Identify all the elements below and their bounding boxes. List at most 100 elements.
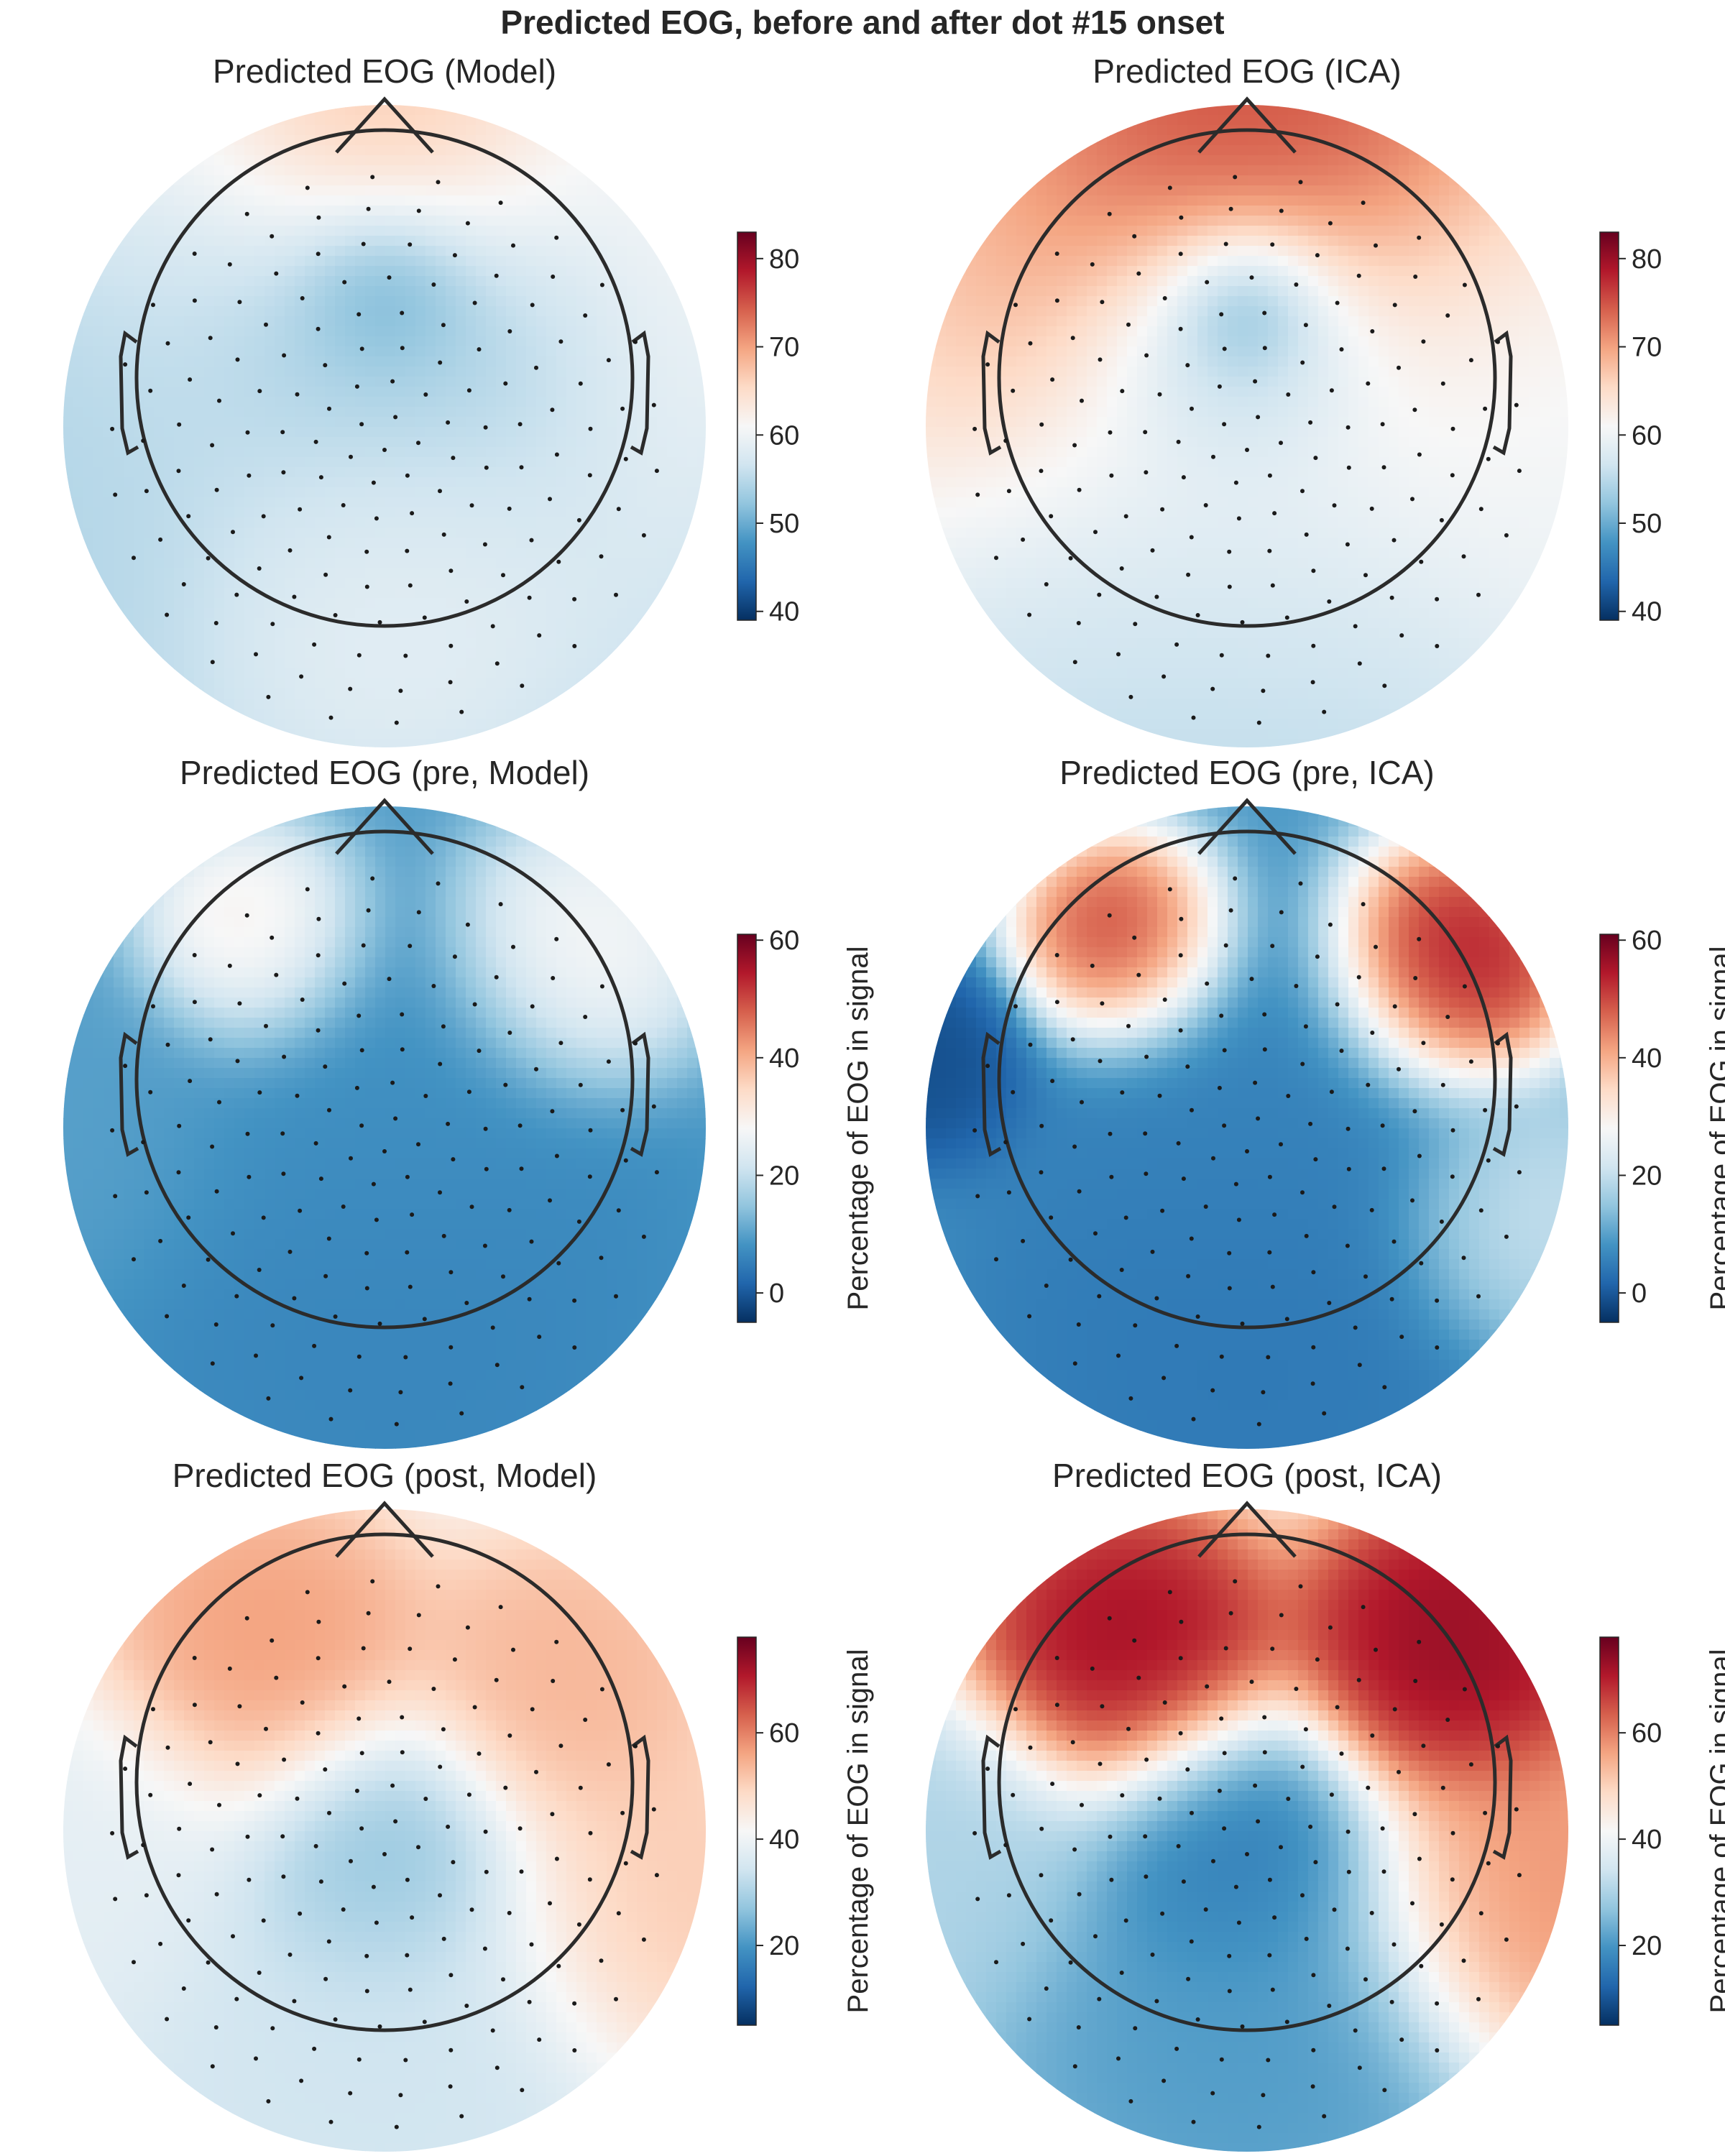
heatmap-cell: [355, 628, 366, 639]
heatmap-cell: [154, 206, 165, 216]
heatmap-cell: [124, 346, 134, 357]
heatmap-cell: [325, 719, 336, 729]
heatmap-cell: [476, 437, 487, 448]
heatmap-cell: [446, 145, 456, 156]
heatmap-cell: [566, 517, 577, 528]
heatmap-cell: [184, 236, 195, 247]
heatmap-cell: [224, 367, 235, 377]
heatmap-cell: [1550, 135, 1560, 146]
heatmap-cell: [355, 206, 366, 216]
topomap-ica: [926, 96, 1568, 747]
heatmap-cell: [516, 538, 527, 548]
heatmap-cell: [627, 256, 638, 267]
heatmap-cell: [687, 407, 698, 418]
heatmap-cell: [104, 216, 114, 226]
heatmap-cell: [285, 246, 295, 257]
heatmap-cell: [1308, 195, 1319, 206]
heatmap-cell: [385, 648, 396, 659]
heatmap-cell: [275, 477, 285, 488]
heatmap-cell: [516, 477, 527, 488]
heatmap-cell: [104, 648, 114, 659]
heatmap-cell: [496, 578, 507, 589]
heatmap-cell: [204, 316, 215, 327]
heatmap-cell: [254, 105, 265, 116]
heatmap-cell: [335, 658, 346, 669]
heatmap-cell: [466, 286, 477, 297]
heatmap-cell: [496, 729, 507, 740]
heatmap-cell: [556, 216, 567, 226]
heatmap-cell: [204, 628, 215, 639]
heatmap-cell: [476, 155, 487, 166]
heatmap-cell: [194, 306, 205, 317]
heatmap-cell: [1067, 115, 1077, 126]
heatmap-cell: [93, 387, 104, 397]
heatmap-cell: [1087, 125, 1098, 136]
heatmap-cell: [657, 709, 668, 719]
heatmap-cell: [124, 125, 134, 136]
heatmap-cell: [345, 417, 356, 428]
heatmap-cell: [426, 487, 436, 498]
heatmap-cell: [576, 678, 587, 689]
heatmap-cell: [1258, 145, 1269, 156]
heatmap-cell: [295, 497, 305, 508]
heatmap-cell: [446, 115, 456, 126]
heatmap-cell: [1389, 115, 1399, 126]
heatmap-cell: [385, 407, 396, 418]
heatmap-cell: [516, 387, 527, 397]
heatmap-cell: [83, 316, 94, 327]
heatmap-cell: [1419, 145, 1430, 156]
heatmap-cell: [697, 427, 706, 438]
heatmap-cell: [1429, 145, 1440, 156]
heatmap-cell: [1228, 135, 1238, 146]
heatmap-cell: [385, 185, 396, 196]
heatmap-cell: [1208, 195, 1218, 206]
heatmap-cell: [506, 105, 517, 116]
heatmap-cell: [647, 246, 658, 257]
heatmap-cell: [586, 487, 597, 498]
heatmap-cell: [486, 185, 497, 196]
heatmap-cell: [1318, 206, 1329, 216]
heatmap-cell: [134, 688, 144, 699]
heatmap-cell: [597, 236, 607, 247]
heatmap-cell: [436, 688, 446, 699]
heatmap-cell: [83, 336, 94, 347]
heatmap-cell: [254, 367, 265, 377]
sensor-dot: [393, 415, 398, 420]
heatmap-cell: [315, 286, 326, 297]
heatmap-cell: [204, 668, 215, 679]
heatmap-cell: [607, 487, 617, 498]
heatmap-cell: [164, 296, 175, 307]
heatmap-cell: [104, 377, 114, 387]
heatmap-cell: [1459, 206, 1470, 216]
heatmap-cell: [395, 477, 406, 488]
heatmap-cell: [1540, 175, 1550, 186]
heatmap-cell: [687, 336, 698, 347]
heatmap-cell: [667, 145, 678, 156]
heatmap-cell: [93, 638, 104, 649]
heatmap-cell: [637, 387, 648, 397]
heatmap-cell: [164, 397, 175, 407]
heatmap-cell: [456, 336, 466, 347]
heatmap-cell: [476, 377, 487, 387]
heatmap-cell: [375, 729, 386, 740]
heatmap-cell: [536, 528, 547, 538]
heatmap-cell: [657, 115, 668, 126]
heatmap-cell: [93, 658, 104, 669]
heatmap-cell: [93, 447, 104, 458]
heatmap-cell: [617, 397, 627, 407]
heatmap-cell: [325, 105, 336, 116]
sensor-dot: [606, 358, 611, 363]
heatmap-cell: [436, 346, 446, 357]
heatmap-cell: [617, 618, 627, 629]
heatmap-cell: [466, 678, 477, 689]
heatmap-cell: [214, 175, 225, 186]
heatmap-cell: [395, 155, 406, 166]
heatmap-cell: [234, 246, 245, 257]
heatmap-cell: [395, 195, 406, 206]
heatmap-cell: [184, 125, 195, 136]
heatmap-cell: [244, 487, 255, 498]
heatmap-cell: [597, 417, 607, 428]
heatmap-cell: [1479, 145, 1490, 156]
heatmap-cell: [506, 206, 517, 216]
heatmap-cell: [154, 548, 165, 558]
